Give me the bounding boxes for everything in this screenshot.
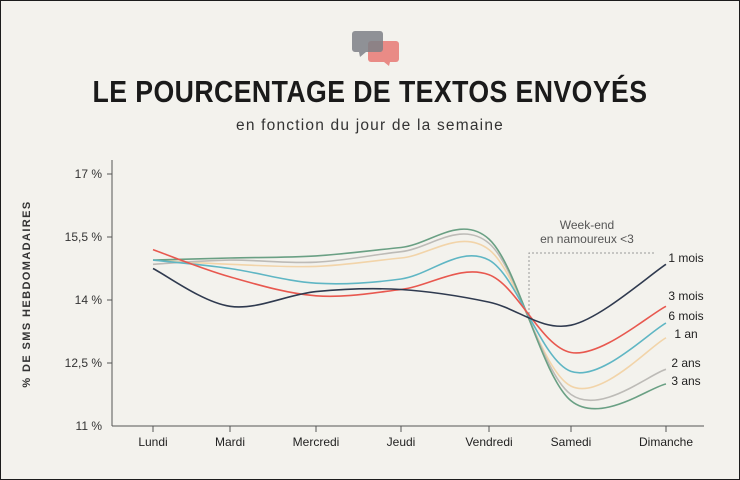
y-tick-label: 12,5 % <box>65 356 103 370</box>
x-tick-label: Jeudi <box>387 435 416 449</box>
y-tick-label: 11 % <box>76 419 103 433</box>
x-tick-label: Vendredi <box>465 435 512 449</box>
series-label: 2 ans <box>671 356 700 370</box>
y-tick-label: 14 % <box>75 293 103 307</box>
weekend-annotation: Week-end <box>560 218 614 232</box>
series-line-6-mois <box>152 255 667 374</box>
series-line-1-an <box>152 240 667 390</box>
series-label: 6 mois <box>668 309 703 323</box>
x-tick-label: Mercredi <box>293 435 340 449</box>
x-tick-label: Dimanche <box>639 435 693 449</box>
chart-subtitle: en fonction du jour de la semaine <box>236 117 504 134</box>
chat-bubbles-icon <box>352 31 399 66</box>
series-line-3-ans <box>152 228 667 410</box>
chart-title: LE POURCENTAGE DE TEXTOS ENVOYÉS <box>92 74 648 109</box>
series-label: 3 ans <box>671 374 700 388</box>
series-line-2-ans <box>152 233 667 402</box>
weekend-annotation: en namoureux <3 <box>540 232 634 246</box>
series-label: 1 mois <box>668 251 703 265</box>
x-tick-label: Mardi <box>215 435 245 449</box>
y-tick-label: 15,5 % <box>65 230 103 244</box>
series-label: 3 mois <box>668 289 703 303</box>
weekend-bracket <box>528 252 654 318</box>
series-label: 1 an <box>674 327 697 341</box>
series-line-1-mois <box>152 263 667 328</box>
x-tick-label: Samedi <box>551 435 592 449</box>
x-tick-label: Lundi <box>138 435 167 449</box>
series-line-3-mois <box>152 248 667 354</box>
y-tick-label: 17 % <box>75 167 103 181</box>
